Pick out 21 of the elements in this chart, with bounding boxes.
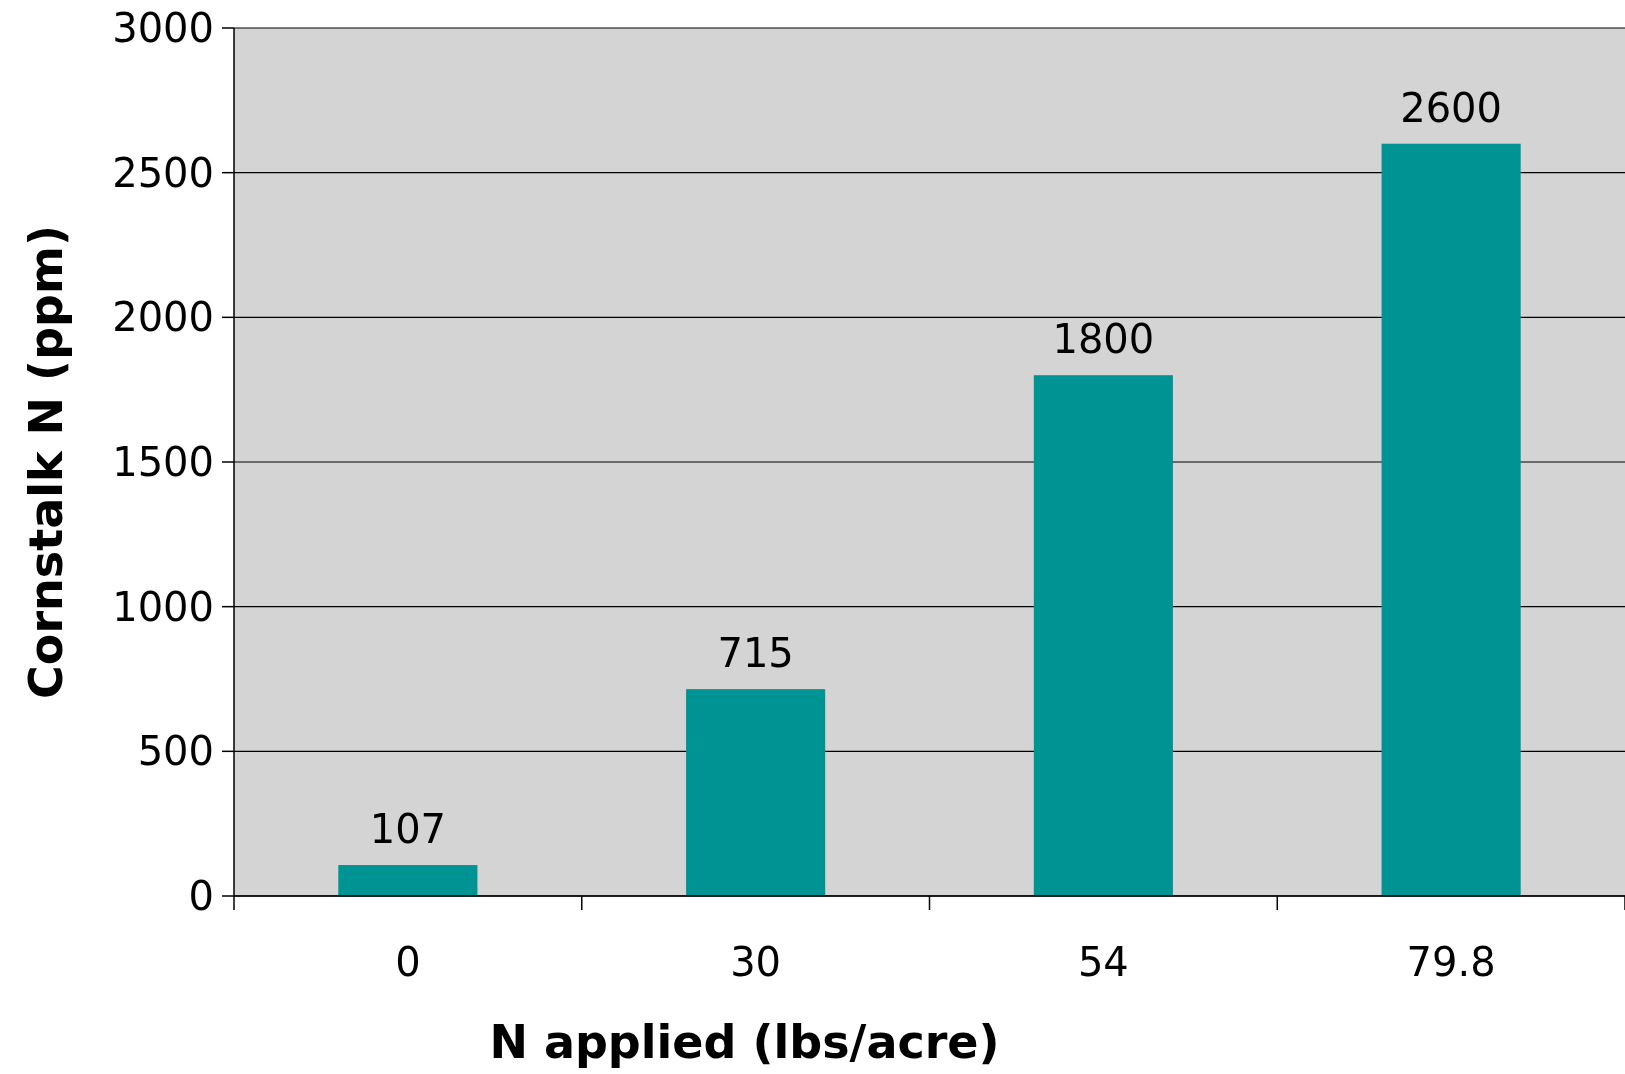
bar [1381,143,1521,896]
y-tick-label: 0 [188,873,214,919]
x-tick-label: 79.8 [1406,939,1496,985]
y-tick-label: 2000 [112,294,214,341]
y-tick-label: 1000 [112,583,214,630]
y-tick-label: 2500 [112,149,214,196]
x-axis-title: N applied (lbs/acre) [489,1015,1000,1069]
y-axis-title: Cornstalk N (ppm) [19,225,73,699]
bar [1033,375,1173,896]
y-tick-label: 1500 [112,439,214,485]
x-tick-label: 30 [730,939,782,985]
bar [686,689,826,896]
y-tick-label: 500 [137,728,214,775]
x-tick-label: 0 [395,939,421,985]
y-tick-label: 3000 [112,5,214,51]
data-label: 2600 [1400,84,1503,131]
data-label: 1800 [1052,316,1155,363]
bar [338,865,478,896]
x-tick-label: 54 [1077,939,1129,985]
data-label: 715 [717,630,794,677]
data-label: 107 [369,806,447,853]
